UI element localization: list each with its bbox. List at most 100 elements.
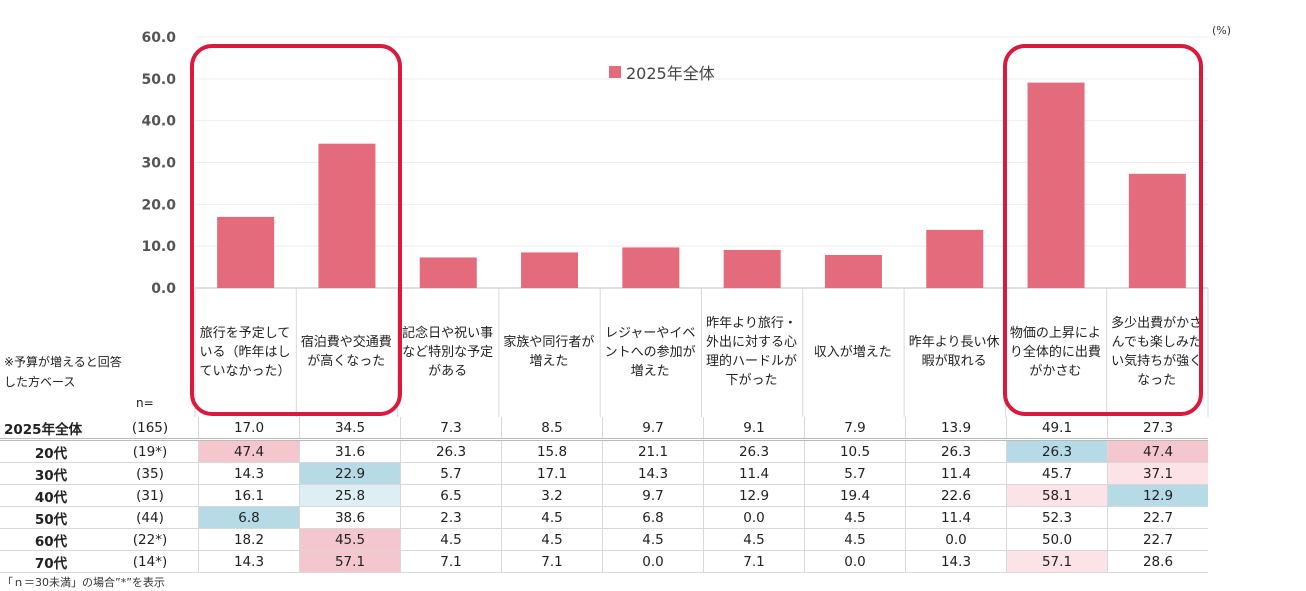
category-label: 物価の上昇により全体的に出費がかさむ <box>1005 288 1105 416</box>
table-cell: 14.3 <box>905 550 1007 573</box>
table-cell: 47.4 <box>1107 439 1208 463</box>
table-cell: 22.7 <box>1107 506 1208 529</box>
bar <box>318 143 376 288</box>
table-cell: 57.1 <box>1006 550 1108 573</box>
y-tick-label: 60.0 <box>141 30 176 46</box>
table-cell: 11.4 <box>905 462 1007 485</box>
table-cell: 0.0 <box>905 528 1007 551</box>
legend-swatch <box>609 66 621 78</box>
table-cell: 4.5 <box>804 528 906 551</box>
table-cell: 4.5 <box>501 528 603 551</box>
table-cell: 9.7 <box>602 484 704 507</box>
highlight-frame-right <box>1003 44 1203 416</box>
row-n: (35) <box>102 462 199 485</box>
category-label: 記念日や祝い事など特別な予定がある <box>398 288 498 416</box>
table-cell: 9.7 <box>602 417 704 441</box>
bar <box>1027 82 1085 289</box>
bar-chart: 0.0 10.0 20.0 30.0 40.0 50.0 60.0 <box>141 30 1209 417</box>
table-cell: 13.9 <box>905 417 1007 441</box>
bar <box>723 249 781 288</box>
table-cell: 0.0 <box>804 550 906 573</box>
table-cell: 27.3 <box>1107 417 1208 441</box>
row-n: (19*) <box>102 439 199 463</box>
unit-label: (%) <box>1212 24 1232 37</box>
table-row: 2025年全体 (165) 17.0 34.5 7.3 8.5 9.7 9.1 7.9 13.9 4… <box>0 417 1208 441</box>
table-cell: 22.9 <box>299 462 401 485</box>
category-label-text: 昨年より長い休暇が取れる <box>908 335 1000 369</box>
table-cell: 6.8 <box>602 506 704 529</box>
category-label: レジャーやイベントへの参加が増えた <box>600 288 700 416</box>
table-cell: 3.2 <box>501 484 603 507</box>
table-row: 20代 (19*) 47.4 31.6 26.3 15.8 21.1 26.3 10.5 26.3… <box>0 439 1208 463</box>
table-cell: 4.5 <box>703 528 805 551</box>
table-cell: 4.5 <box>804 506 906 529</box>
table-cell: 17.0 <box>198 417 300 441</box>
row-label: 60代 <box>0 528 102 551</box>
table-cell: 7.1 <box>703 550 805 573</box>
table-row: 50代 (44) 6.8 38.6 2.3 4.5 6.8 0.0 4.5 11.4 52.3 22.… <box>0 506 1208 529</box>
table-cell: 28.6 <box>1107 550 1208 573</box>
table-cell: 7.1 <box>400 550 502 573</box>
category-label-text: 記念日や祝い事など特別な予定がある <box>402 325 494 379</box>
table-cell: 4.5 <box>501 506 603 529</box>
legend: 2025年全体 <box>609 60 715 84</box>
row-n: (22*) <box>102 528 199 551</box>
table-cell: 37.1 <box>1107 462 1208 485</box>
table-cell: 26.3 <box>905 439 1007 463</box>
table-cell: 8.5 <box>501 417 603 441</box>
table-cell: 14.3 <box>198 462 300 485</box>
category-label-text: 旅行を予定している（昨年はしていなかった） <box>199 325 291 379</box>
bar <box>926 229 984 288</box>
row-label: 40代 <box>0 484 102 507</box>
table-cell: 31.6 <box>299 439 401 463</box>
category-label-text: 収入が増えた <box>813 344 892 360</box>
category-label: 昨年より旅行・外出に対する心理的ハードルが下がった <box>702 288 802 416</box>
table-cell: 18.2 <box>198 528 300 551</box>
table-row: 40代 (31) 16.1 25.8 6.5 3.2 9.7 12.9 19.4 22.6 58.1… <box>0 484 1208 507</box>
category-label: 収入が増えた <box>803 288 903 416</box>
table-cell: 10.5 <box>804 439 906 463</box>
category-label: 家族や同行者が増えた <box>499 288 599 416</box>
table-cell: 5.7 <box>804 462 906 485</box>
table-cell: 11.4 <box>905 506 1007 529</box>
table-cell: 26.3 <box>400 439 502 463</box>
table-cell: 0.0 <box>602 550 704 573</box>
category-label: 多少出費がかさんでも楽しみたい気持ちが強くなった <box>1107 288 1207 416</box>
bar <box>419 257 477 288</box>
bar <box>1128 173 1186 288</box>
table-cell: 34.5 <box>299 417 401 441</box>
table-cell: 25.8 <box>299 484 401 507</box>
table-cell: 47.4 <box>198 439 300 463</box>
category-label-text: 宿泊費や交通費が高くなった <box>300 335 392 369</box>
y-tick-label: 40.0 <box>141 114 176 130</box>
table-cell: 4.5 <box>602 528 704 551</box>
y-tick-label: 50.0 <box>141 72 176 88</box>
bar <box>824 254 882 288</box>
table-cell: 19.4 <box>804 484 906 507</box>
row-label: 20代 <box>0 439 102 463</box>
table-cell: 14.3 <box>198 550 300 573</box>
y-tick-label: 20.0 <box>141 197 176 213</box>
category-label-text: 物価の上昇により全体的に出費がかさむ <box>1009 325 1101 379</box>
n-header: n= <box>136 396 154 410</box>
category-label: 旅行を予定している（昨年はしていなかった） <box>195 288 295 416</box>
category-label-text: 多少出費がかさんでも楽しみたい気持ちが強くなった <box>1111 316 1203 388</box>
table-cell: 12.9 <box>1107 484 1208 507</box>
base-note: ※予算が増えると回答した方ベース <box>4 355 122 389</box>
highlight-frame-left <box>190 44 402 416</box>
table-cell: 21.1 <box>602 439 704 463</box>
table-cell: 15.8 <box>501 439 603 463</box>
table-row: 70代 (14*) 14.3 57.1 7.1 7.1 0.0 7.1 0.0 14.3 57.1 2… <box>0 550 1208 573</box>
category-label: 宿泊費や交通費が高くなった <box>296 288 396 416</box>
table-cell: 7.3 <box>400 417 502 441</box>
table-cell: 12.9 <box>703 484 805 507</box>
table-cell: 0.0 <box>703 506 805 529</box>
footnote: 「ｎ＝30未満」の場合”*”を表示 <box>2 576 165 589</box>
y-tick-label: 30.0 <box>141 156 176 172</box>
table-cell: 7.1 <box>501 550 603 573</box>
row-label: 30代 <box>0 462 102 485</box>
table-cell: 45.7 <box>1006 462 1108 485</box>
row-label: 70代 <box>0 550 102 573</box>
table-cell: 14.3 <box>602 462 704 485</box>
table-cell: 16.1 <box>198 484 300 507</box>
